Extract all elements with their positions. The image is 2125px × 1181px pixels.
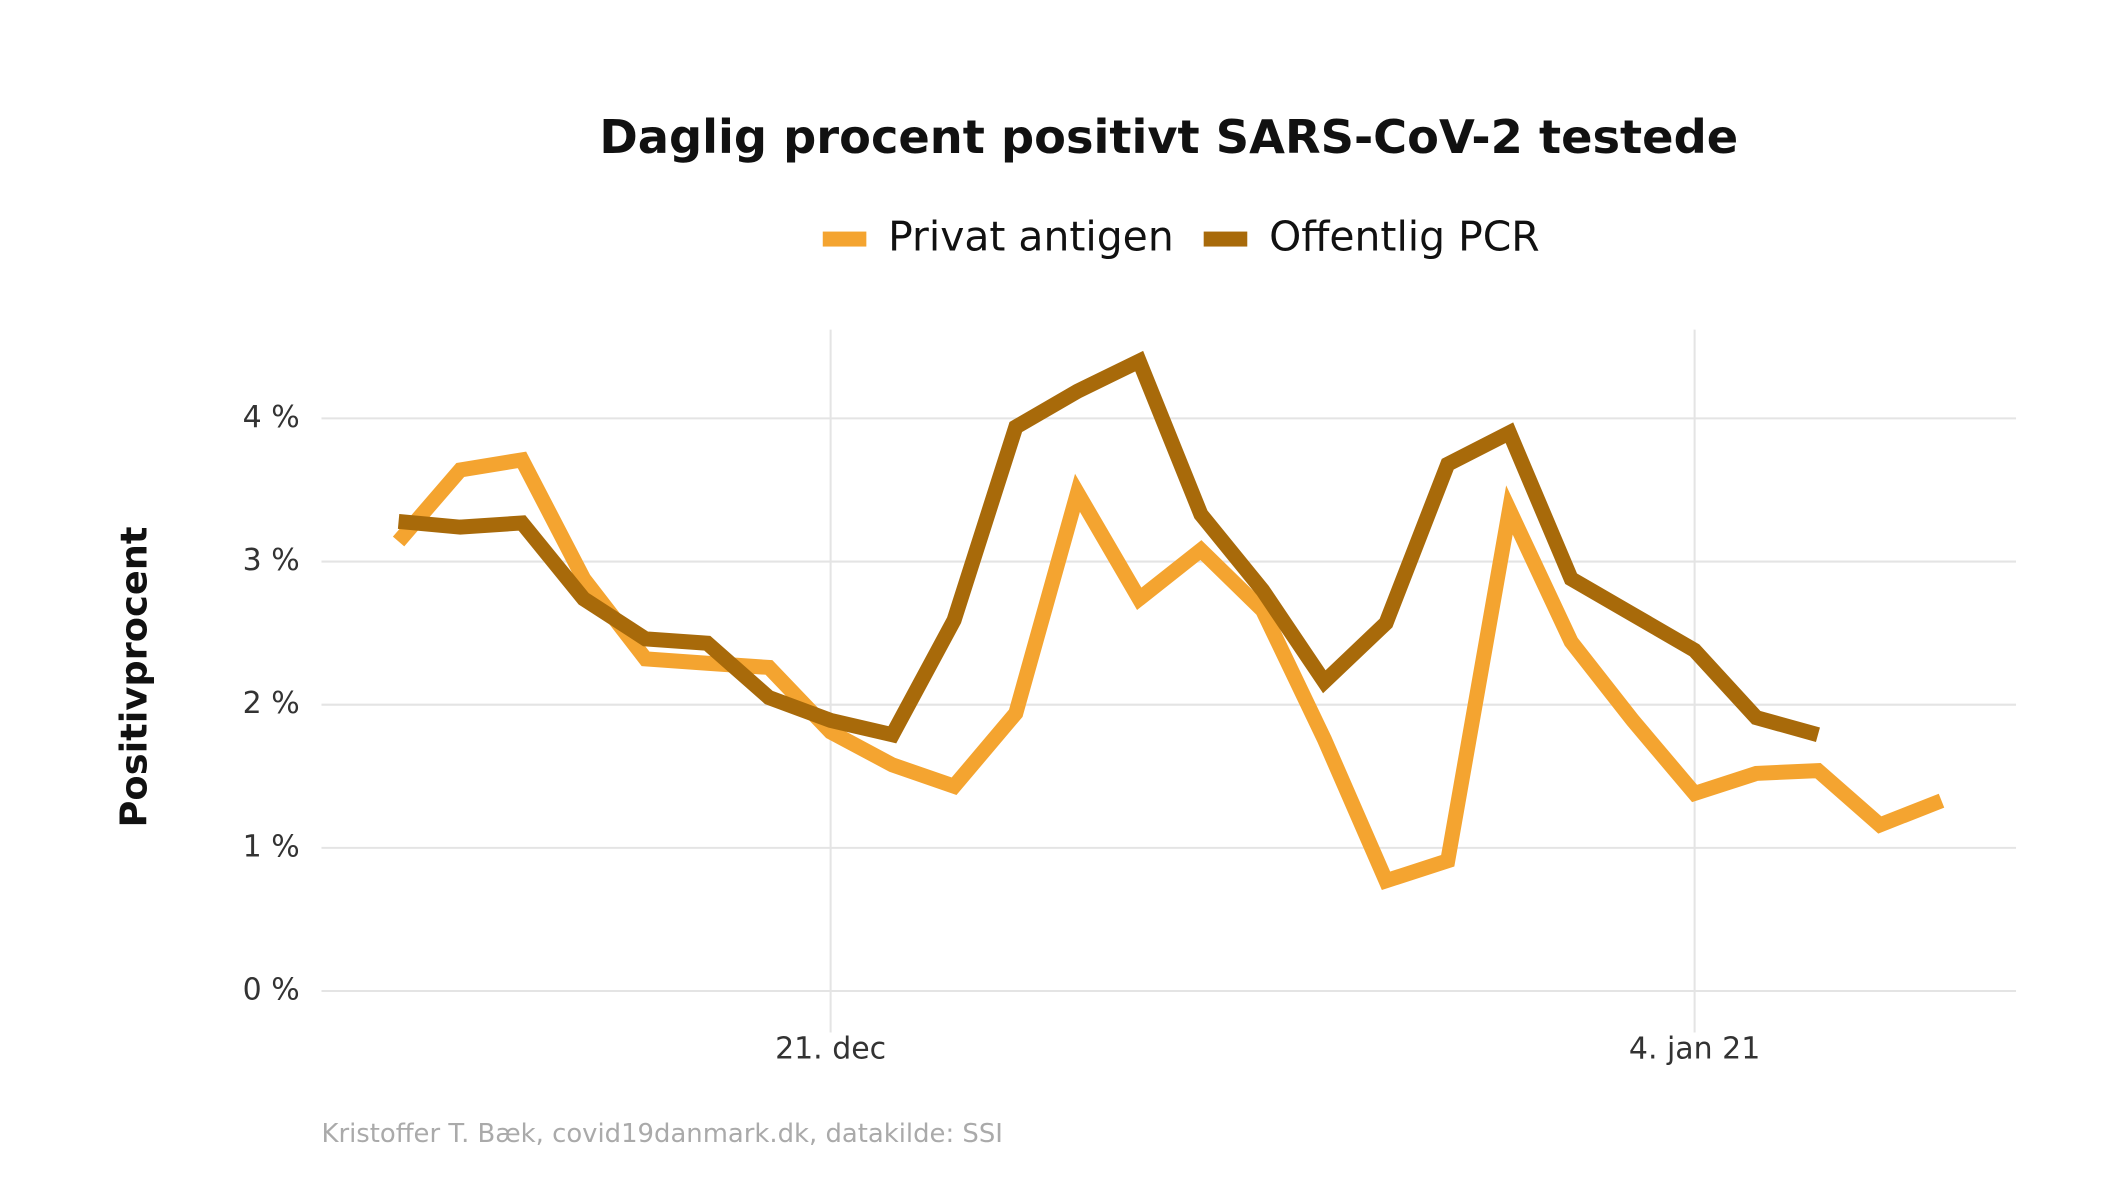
x-tick-label: 4. jan 21 [1629, 1032, 1760, 1067]
legend-label: Privat antigen [888, 213, 1174, 261]
y-tick-label: 2 % [243, 686, 300, 721]
chart-title: Daglig procent positivt SARS-CoV-2 teste… [599, 110, 1738, 164]
legend: Privat antigen Offentlig PCR [822, 213, 1540, 261]
series-line [392, 451, 1945, 891]
legend-swatch [1203, 231, 1248, 247]
y-tick-label: 3 % [243, 543, 300, 578]
legend-label: Offentlig PCR [1269, 213, 1540, 261]
caption: Kristoffer T. Bæk, covid19danmark.dk, da… [321, 1119, 1002, 1149]
y-axis-label: Positivprocent [113, 526, 156, 827]
series-line [397, 350, 1820, 744]
y-tick-label: 4 % [243, 400, 300, 435]
y-tick-label: 1 % [243, 829, 300, 864]
lines [392, 350, 1945, 891]
y-tick-label: 0 % [243, 973, 300, 1008]
x-tick-label: 21. dec [775, 1032, 886, 1067]
legend-swatch [822, 231, 867, 247]
